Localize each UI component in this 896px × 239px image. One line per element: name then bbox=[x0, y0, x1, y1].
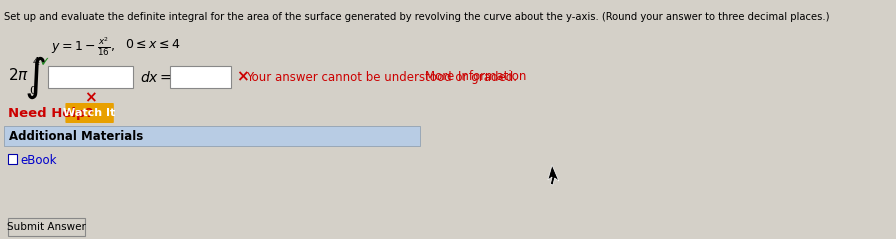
Text: $2\pi$: $2\pi$ bbox=[8, 67, 30, 83]
Text: 0: 0 bbox=[29, 86, 36, 96]
Text: Your answer cannot be understood or graded.: Your answer cannot be understood or grad… bbox=[246, 71, 517, 83]
Text: 4: 4 bbox=[32, 57, 39, 67]
Text: $dx =$: $dx =$ bbox=[140, 70, 172, 85]
Text: $\int$: $\int$ bbox=[24, 55, 46, 101]
FancyBboxPatch shape bbox=[48, 66, 134, 88]
Text: $0 \leq x \leq 4$: $0 \leq x \leq 4$ bbox=[125, 38, 180, 51]
Text: ×: × bbox=[84, 91, 98, 105]
Text: eBook: eBook bbox=[21, 153, 56, 167]
Text: More Information: More Information bbox=[425, 71, 526, 83]
FancyBboxPatch shape bbox=[65, 103, 114, 123]
FancyBboxPatch shape bbox=[4, 126, 420, 146]
Text: ✓: ✓ bbox=[39, 56, 49, 70]
Polygon shape bbox=[547, 165, 559, 185]
Text: Submit Answer: Submit Answer bbox=[7, 222, 86, 232]
FancyBboxPatch shape bbox=[8, 154, 17, 164]
Text: Need Help?: Need Help? bbox=[8, 107, 94, 120]
FancyBboxPatch shape bbox=[170, 66, 231, 88]
Text: Additional Materials: Additional Materials bbox=[9, 130, 143, 142]
Text: ×: × bbox=[237, 70, 249, 85]
Text: $y = 1 - \frac{x^2}{16},$: $y = 1 - \frac{x^2}{16},$ bbox=[51, 36, 115, 58]
Text: Watch It: Watch It bbox=[63, 108, 116, 118]
FancyBboxPatch shape bbox=[8, 218, 85, 236]
Text: Set up and evaluate the definite integral for the area of the surface generated : Set up and evaluate the definite integra… bbox=[4, 12, 830, 22]
